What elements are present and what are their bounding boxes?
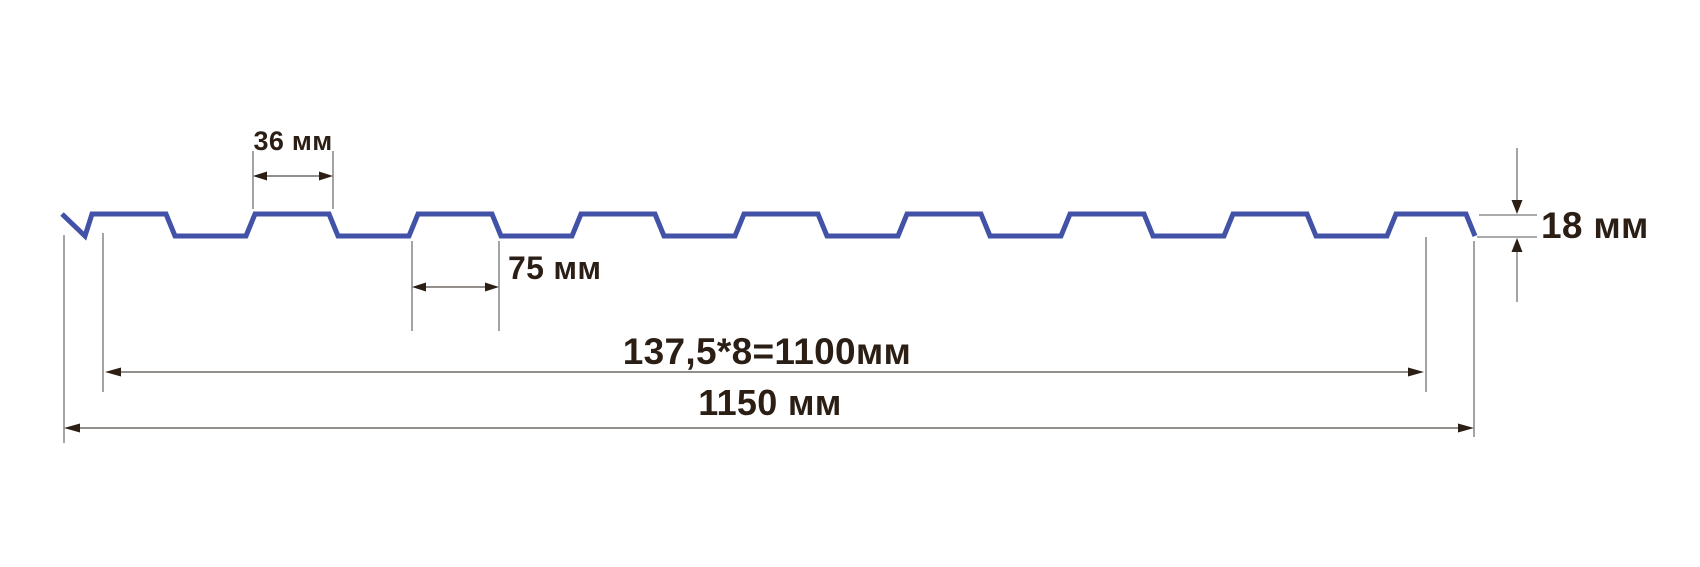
dim-label-rib-top-width: 36 мм (253, 126, 333, 156)
dim-label-overall-width: 1150 мм (698, 382, 842, 423)
dimension-lines (75, 175, 1463, 429)
arrowhead-36-right (319, 171, 333, 181)
dim-label-rib-base-width: 75 мм (508, 250, 602, 286)
dim-label-working-width: 137,5*8=1100мм (622, 331, 912, 372)
sheet-profile-line (60, 211, 1478, 241)
arrowhead-75-right (485, 282, 499, 292)
arrowhead-1150-right (1458, 423, 1474, 433)
arrowheads (64, 171, 1523, 433)
arrowhead-75-left (412, 282, 426, 292)
arrowhead-36-left (253, 171, 267, 181)
arrowhead-18-down (1511, 200, 1523, 214)
arrowhead-1100-left (105, 367, 121, 377)
arrowhead-1100-right (1408, 367, 1424, 377)
arrowhead-1150-left (64, 423, 80, 433)
dim-label-profile-height: 18 мм (1541, 205, 1649, 246)
arrowhead-18-up (1511, 238, 1523, 252)
